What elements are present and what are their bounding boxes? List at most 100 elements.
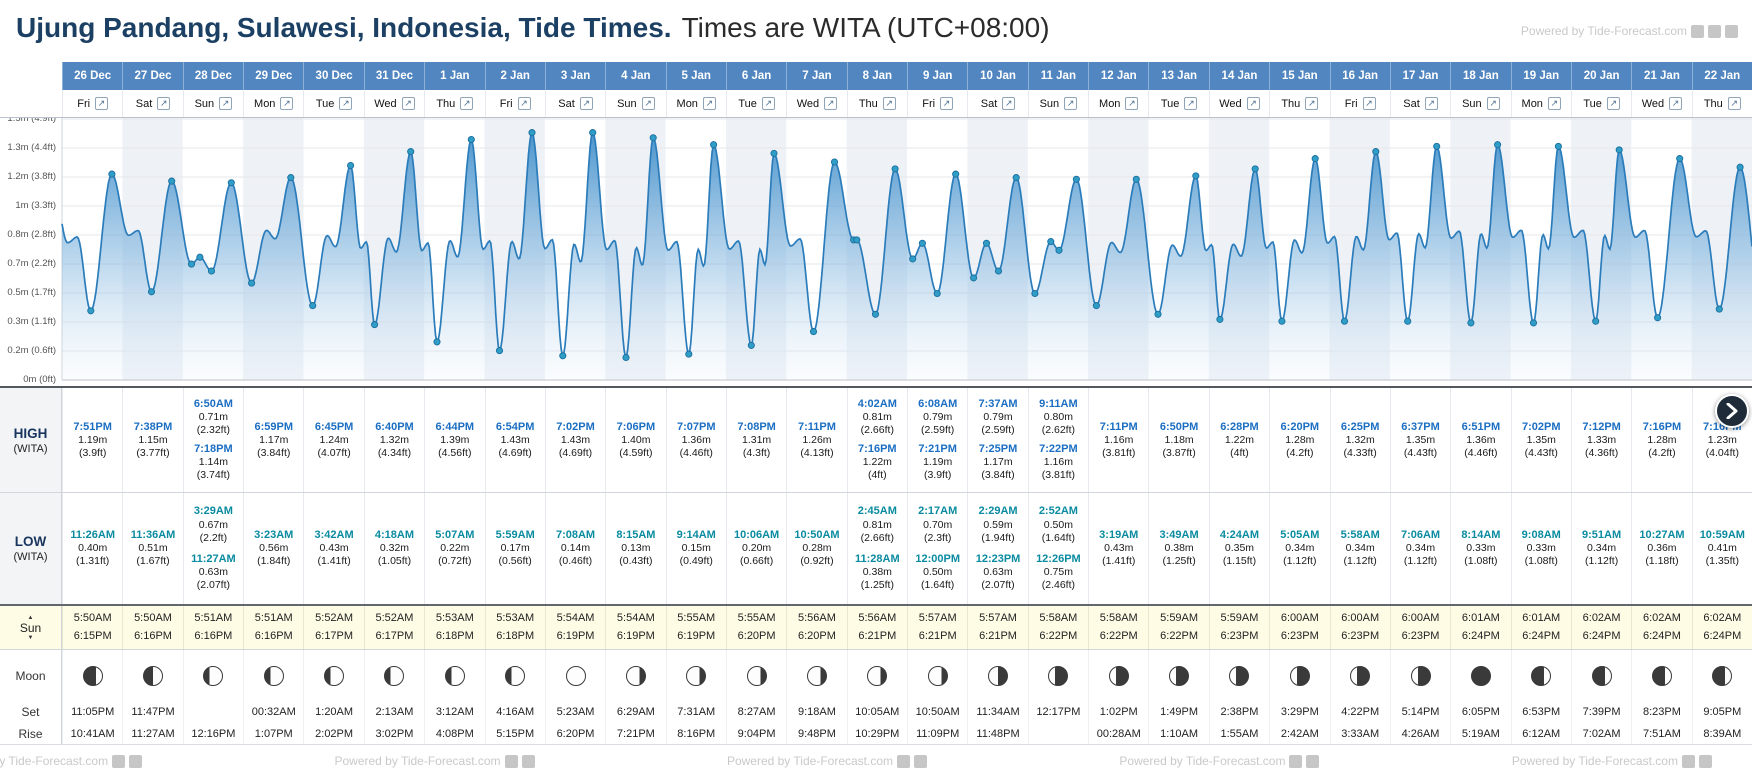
weekday-cell[interactable]: Sat ↗ [1389, 90, 1450, 117]
low-tide-cell: 5:58AM 0.34m (1.12ft) [1329, 493, 1390, 604]
external-link-icon[interactable]: ↗ [1424, 97, 1438, 110]
weekday-cell[interactable]: Tue ↗ [725, 90, 786, 117]
weekday-cell[interactable]: Mon ↗ [1510, 90, 1571, 117]
weekday-cell[interactable]: Sat ↗ [122, 90, 182, 117]
weekday-cell[interactable]: Wed ↗ [786, 90, 846, 117]
weekday-cell[interactable]: Tue ↗ [1570, 90, 1631, 117]
weekday-cell[interactable]: Mon ↗ [243, 90, 303, 117]
low-tide-cell: 4:18AM 0.32m (1.05ft) [363, 493, 424, 604]
weekday-cell[interactable]: Sat ↗ [544, 90, 605, 117]
external-link-icon[interactable]: ↗ [1246, 97, 1260, 110]
external-link-icon[interactable]: ↗ [1606, 97, 1620, 110]
external-link-icon[interactable]: ↗ [1547, 97, 1561, 110]
external-link-icon[interactable]: ↗ [157, 97, 171, 110]
external-link-icon[interactable]: ↗ [95, 97, 109, 110]
weekday-cell[interactable]: Thu ↗ [1269, 90, 1329, 117]
date-header-cell[interactable]: 17 Jan [1389, 62, 1450, 90]
date-header-cell[interactable]: 11 Jan [1027, 62, 1088, 90]
weekday-cell[interactable]: Fri ↗ [907, 90, 967, 117]
date-header-cell[interactable]: 15 Jan [1269, 62, 1329, 90]
external-link-icon[interactable]: ↗ [401, 97, 415, 110]
weekday-cell[interactable]: Mon ↗ [1088, 90, 1148, 117]
date-header-cell[interactable]: 10 Jan [967, 62, 1027, 90]
weekday-cell[interactable]: Thu ↗ [846, 90, 907, 117]
external-link-icon[interactable]: ↗ [641, 97, 655, 110]
external-link-icon[interactable]: ↗ [1362, 97, 1376, 110]
date-header-cell[interactable]: 12 Jan [1088, 62, 1148, 90]
weekday-cell[interactable]: Mon ↗ [665, 90, 726, 117]
date-header-cell[interactable]: 31 Dec [363, 62, 424, 90]
weekday-cell[interactable]: Tue ↗ [303, 90, 363, 117]
date-header-cell[interactable]: 18 Jan [1450, 62, 1510, 90]
external-link-icon[interactable]: ↗ [579, 97, 593, 110]
date-header-cell[interactable]: 4 Jan [605, 62, 665, 90]
weekday-cell[interactable]: Sun ↗ [1450, 90, 1510, 117]
external-link-icon[interactable]: ↗ [1486, 97, 1500, 110]
weekday-cell[interactable]: Wed ↗ [1208, 90, 1269, 117]
weekday-cell[interactable]: Wed ↗ [1631, 90, 1691, 117]
low-label: LOW [14, 534, 47, 549]
date-header-cell[interactable]: 22 Jan [1691, 62, 1752, 90]
external-link-icon[interactable]: ↗ [1727, 97, 1741, 110]
weekday-cell[interactable]: Sun ↗ [1027, 90, 1088, 117]
date-header-cell[interactable]: 14 Jan [1208, 62, 1269, 90]
date-header-cell[interactable]: 8 Jan [846, 62, 907, 90]
date-header-cell[interactable]: 5 Jan [665, 62, 726, 90]
sun-row-label: ▲ Sun ▼ [0, 606, 62, 649]
date-header-cell[interactable]: 1 Jan [424, 62, 484, 90]
date-header-cell[interactable]: 28 Dec [182, 62, 243, 90]
weekday-cell[interactable]: Thu ↗ [424, 90, 484, 117]
external-link-icon[interactable]: ↗ [339, 97, 353, 110]
date-header-cell[interactable]: 26 Dec [62, 62, 122, 90]
tide-time: 11:28AM [855, 552, 900, 565]
external-link-icon[interactable]: ↗ [824, 97, 838, 110]
weekday-cell[interactable]: Thu ↗ [1691, 90, 1752, 117]
external-link-icon[interactable]: ↗ [702, 97, 716, 110]
date-header-cell[interactable]: 2 Jan [484, 62, 545, 90]
tide-event: 5:58AM 0.34m (1.12ft) [1341, 529, 1380, 568]
external-link-icon[interactable]: ↗ [280, 97, 294, 110]
external-link-icon[interactable]: ↗ [517, 97, 531, 110]
external-link-icon[interactable]: ↗ [1002, 97, 1016, 110]
tide-height-m: 0.70m [923, 518, 953, 531]
external-link-icon[interactable]: ↗ [940, 97, 954, 110]
date-header-cell[interactable]: 9 Jan [907, 62, 967, 90]
next-button[interactable] [1715, 394, 1749, 428]
date-header-cell[interactable]: 13 Jan [1148, 62, 1208, 90]
tide-time: 6:40PM [375, 420, 414, 433]
weekday-cell[interactable]: Sun ↗ [182, 90, 243, 117]
external-link-icon[interactable]: ↗ [1184, 97, 1198, 110]
date-header-cell[interactable]: 21 Jan [1631, 62, 1691, 90]
weekday-cell[interactable]: Fri ↗ [484, 90, 545, 117]
date-header-cell[interactable]: 20 Jan [1570, 62, 1631, 90]
external-link-icon[interactable]: ↗ [219, 97, 233, 110]
date-header-cell[interactable]: 7 Jan [786, 62, 846, 90]
weekday-cell[interactable]: Fri ↗ [1329, 90, 1390, 117]
date-header-cell[interactable]: 16 Jan [1329, 62, 1390, 90]
moonset-cell: 6:05PM [1450, 701, 1510, 723]
date-header-cell[interactable]: 3 Jan [544, 62, 605, 90]
weekday-cell[interactable]: Tue ↗ [1148, 90, 1208, 117]
date-header-cell[interactable]: 30 Dec [303, 62, 363, 90]
external-link-icon[interactable]: ↗ [1305, 97, 1319, 110]
weekday-cell[interactable]: Wed ↗ [363, 90, 424, 117]
external-link-icon[interactable]: ↗ [1669, 97, 1683, 110]
external-link-icon[interactable]: ↗ [761, 97, 775, 110]
weekday-cell[interactable]: Sat ↗ [967, 90, 1027, 117]
external-link-icon[interactable]: ↗ [882, 97, 896, 110]
tide-height-m: 1.39m [440, 433, 470, 446]
external-link-icon[interactable]: ↗ [1064, 97, 1078, 110]
weekday-cell[interactable]: Fri ↗ [62, 90, 122, 117]
tide-event: 7:51PM 1.19m (3.9ft) [73, 421, 112, 460]
weekday-row: Fri ↗ Sat ↗ Sun ↗ Mon ↗ Tue ↗ Wed ↗ Thu ↗ Fri ↗ Sat ↗ Sun ↗… [0, 90, 1752, 118]
moonrise-cell: 2:02PM [303, 723, 363, 744]
date-header-cell[interactable]: 29 Dec [243, 62, 303, 90]
tide-time: 6:25PM [1340, 420, 1380, 433]
external-link-icon[interactable]: ↗ [460, 97, 474, 110]
date-header-cell[interactable]: 6 Jan [725, 62, 786, 90]
weekday-cell[interactable]: Sun ↗ [605, 90, 665, 117]
tide-height-m: 1.36m [681, 433, 711, 446]
external-link-icon[interactable]: ↗ [1125, 97, 1139, 110]
date-header-cell[interactable]: 19 Jan [1510, 62, 1571, 90]
date-header-cell[interactable]: 27 Dec [122, 62, 182, 90]
